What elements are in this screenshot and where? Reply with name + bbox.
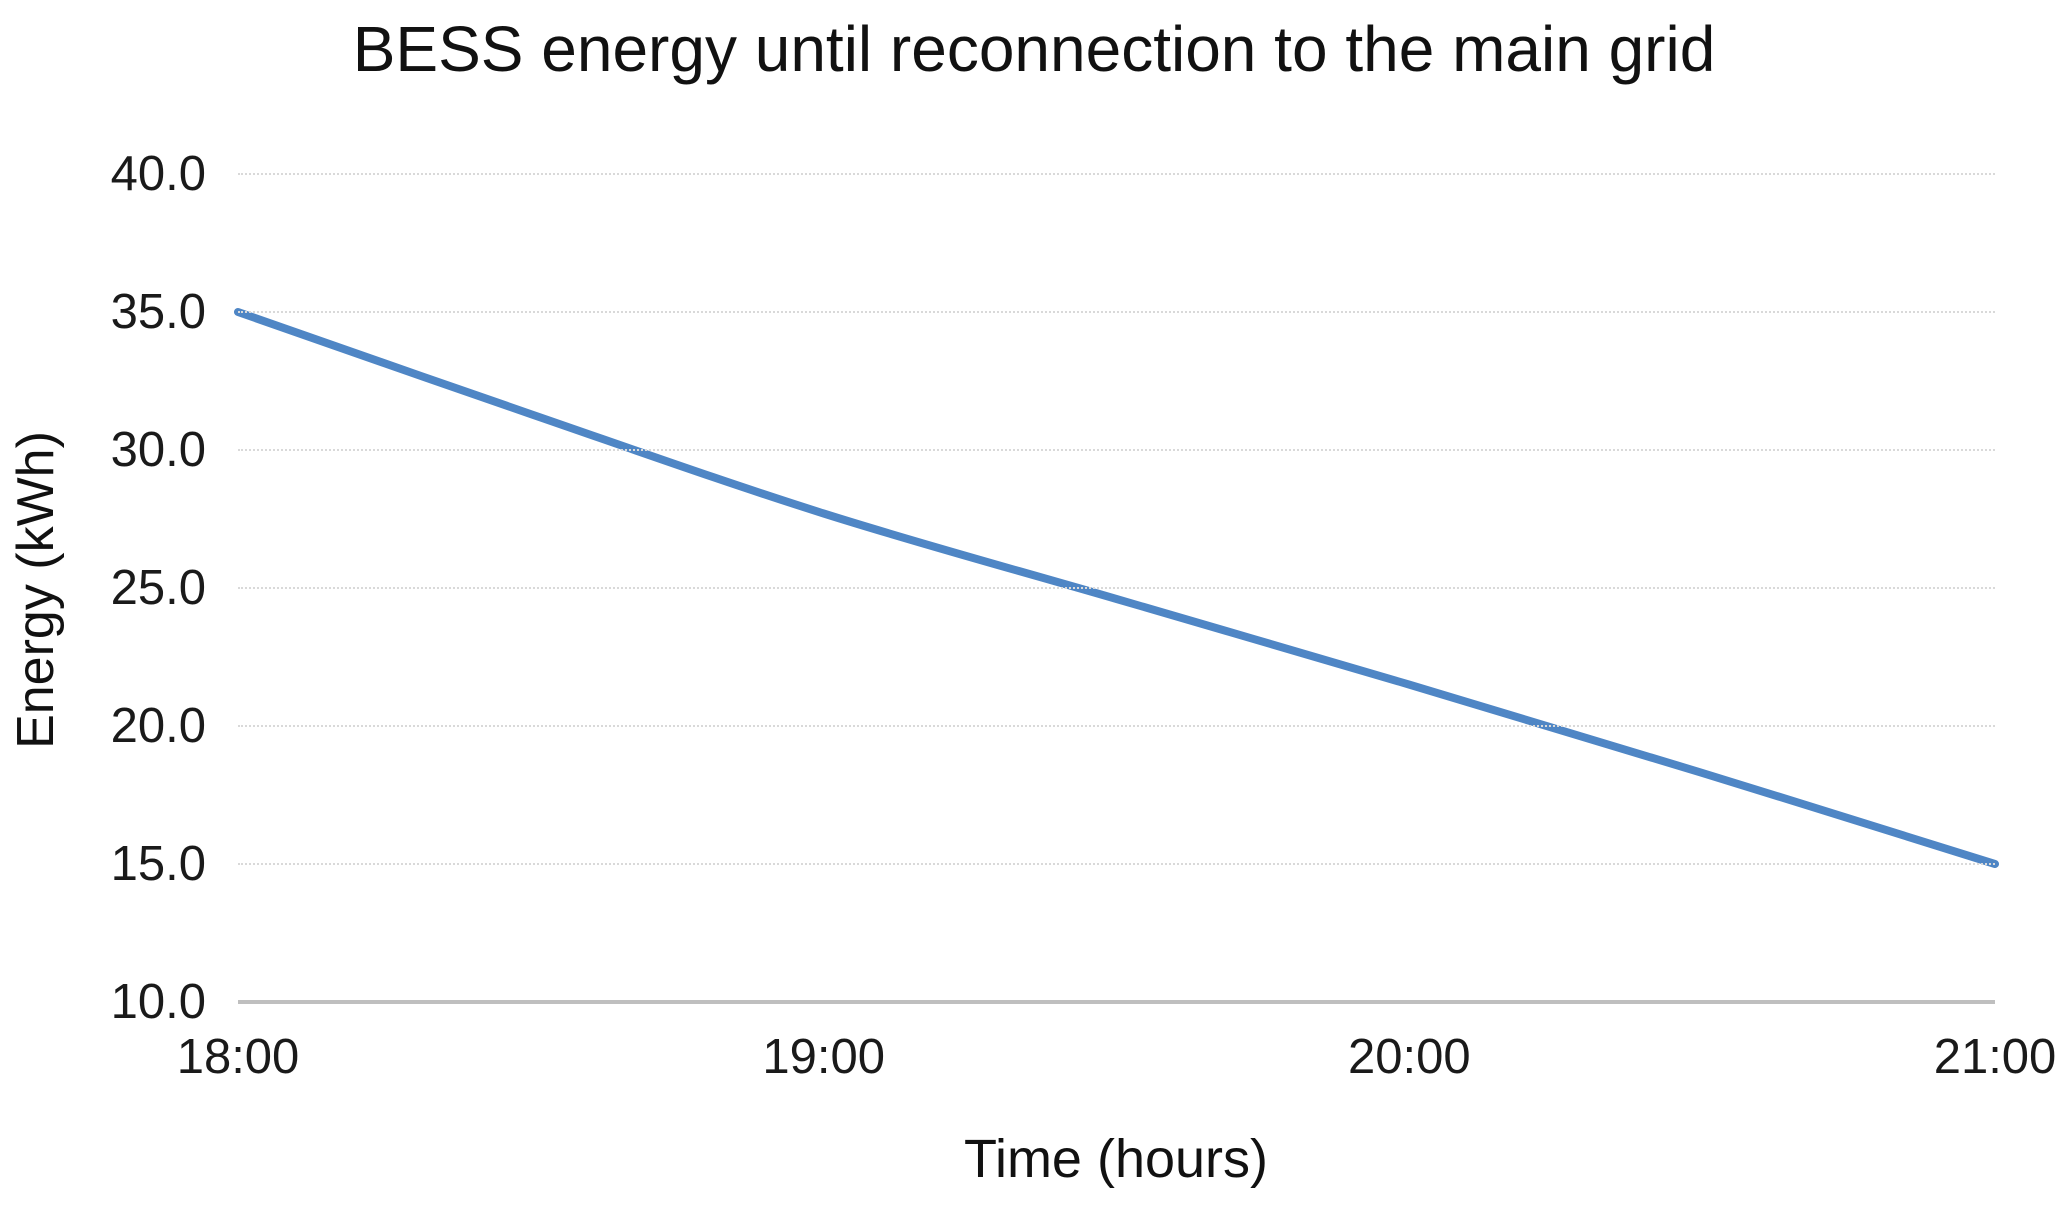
y-tick-label: 10.0 [110,975,206,1029]
y-tick-label: 20.0 [110,699,206,753]
y-tick-label: 40.0 [110,147,206,201]
x-tick-label: 18:00 [176,1030,300,1084]
gridline-40.0 [238,173,1995,175]
chart-title: BESS energy until reconnection to the ma… [352,13,1716,85]
x-axis-line [238,1000,1995,1004]
gridline-20.0 [238,725,1995,727]
y-tick-label: 35.0 [110,285,206,339]
gridline-15.0 [238,863,1995,865]
y-tick-label: 15.0 [110,837,206,891]
x-tick-label: 20:00 [1348,1030,1471,1084]
x-tick-label: 21:00 [1933,1030,2057,1084]
gridline-30.0 [238,449,1995,451]
x-tick-label: 19:00 [762,1030,885,1084]
energy-line [234,308,1999,868]
x-axis-title: Time (hours) [963,1129,1269,1189]
gridline-25.0 [238,587,1995,589]
energy-line-layer [234,308,1999,868]
gridline-35.0 [238,311,1995,313]
y-tick-label: 30.0 [110,423,206,477]
y-tick-label: 25.0 [110,561,206,615]
